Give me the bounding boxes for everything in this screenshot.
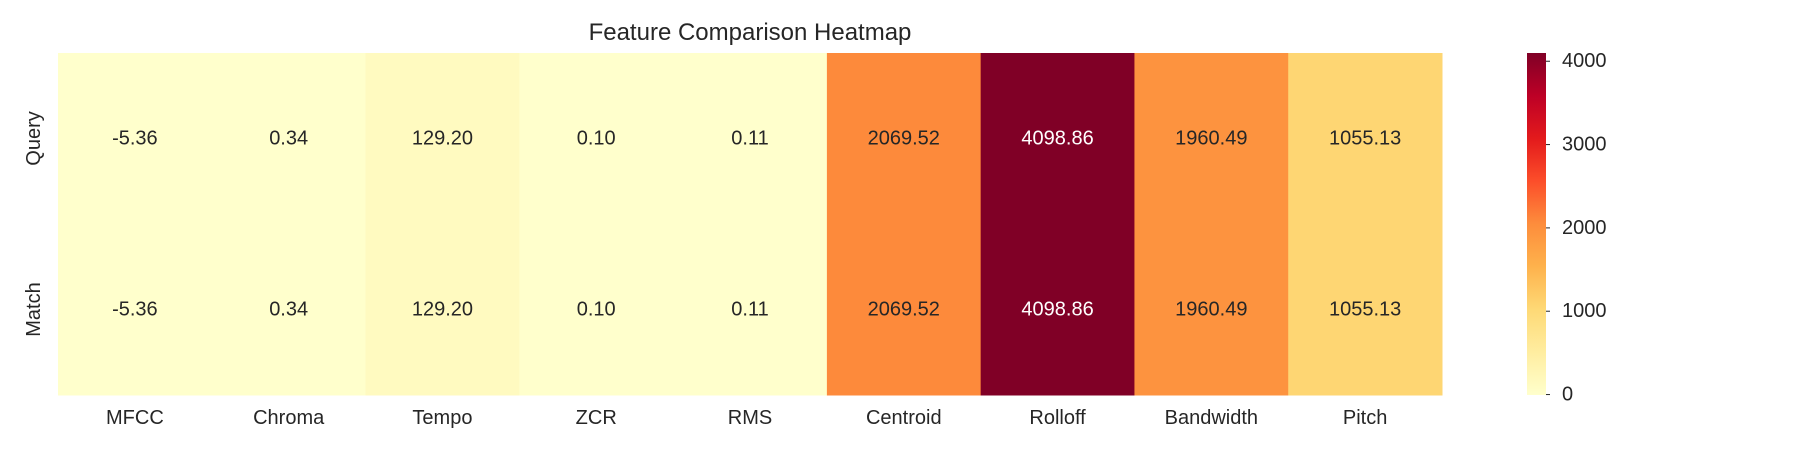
cell-value-label: 2069.52 — [868, 299, 940, 321]
cell-value-label: 1960.49 — [1175, 128, 1247, 150]
column-labels: MFCC Chroma Tempo ZCR RMS Centroid Rolloff Band… — [106, 407, 1387, 429]
heatmap-cell — [1134, 224, 1289, 396]
column-label: Pitch — [1343, 407, 1387, 429]
cell-value-label: 1055.13 — [1329, 299, 1401, 321]
heatmap-cell — [980, 53, 1135, 225]
heatmap-cell — [673, 53, 828, 225]
colorbar — [1527, 53, 1546, 395]
cell-value-label: 4098.86 — [1021, 128, 1093, 150]
heatmap-cell — [365, 224, 520, 396]
row-label: Match — [23, 282, 45, 336]
heatmap-cells: -5.36 0.34 129.20 0.10 0.11 2069.52 4098.86 196… — [58, 53, 1443, 396]
heatmap-cell — [826, 53, 982, 225]
row-label: Query — [23, 111, 45, 165]
cell-value-label: 129.20 — [412, 299, 473, 321]
colorbar-ticks: 0 1000 2000 3000 4000 — [1546, 50, 1607, 406]
cell-value-label: 0.34 — [269, 299, 308, 321]
heatmap-cell — [58, 224, 213, 396]
heatmap-cell — [1288, 53, 1443, 225]
heatmap-cell — [58, 53, 213, 225]
cell-value-label: 4098.86 — [1021, 299, 1093, 321]
column-label: ZCR — [576, 407, 617, 429]
column-label: Rolloff — [1029, 407, 1086, 429]
colorbar-tick-label: 4000 — [1562, 50, 1607, 72]
heatmap-cell — [826, 224, 982, 396]
column-label: RMS — [728, 407, 772, 429]
colorbar-tick-label: 2000 — [1562, 217, 1607, 239]
heatmap-cell — [365, 53, 520, 225]
heatmap-cell — [673, 224, 828, 396]
heatmap-cell — [519, 53, 674, 225]
cell-value-label: 0.11 — [731, 128, 768, 150]
cell-value-label: 0.10 — [577, 128, 616, 150]
column-label: Bandwidth — [1165, 407, 1258, 429]
colorbar-tick-label: 0 — [1562, 384, 1573, 406]
cell-value-label: 129.20 — [412, 128, 473, 150]
cell-value-label: -5.36 — [112, 128, 158, 150]
heatmap-cell — [1288, 224, 1443, 396]
column-label: Centroid — [866, 407, 942, 429]
heatmap-cell — [211, 224, 367, 396]
cell-value-label: 0.10 — [577, 299, 616, 321]
cell-value-label: 0.34 — [269, 128, 308, 150]
heatmap-cell — [211, 53, 367, 225]
cell-value-label: 1960.49 — [1175, 299, 1247, 321]
column-label: Tempo — [412, 407, 472, 429]
cell-value-label: 1055.13 — [1329, 128, 1401, 150]
cell-value-label: 0.11 — [731, 299, 768, 321]
cell-value-label: -5.36 — [112, 299, 158, 321]
cell-value-label: 2069.52 — [868, 128, 940, 150]
column-label: Chroma — [253, 407, 325, 429]
chart-title: Feature Comparison Heatmap — [589, 19, 912, 46]
heatmap-cell — [1134, 53, 1289, 225]
column-label: MFCC — [106, 407, 164, 429]
heatmap-cell — [980, 224, 1135, 396]
colorbar-tick-label: 1000 — [1562, 300, 1607, 322]
colorbar-tick-label: 3000 — [1562, 134, 1607, 156]
row-labels: Query Match — [23, 111, 45, 336]
heatmap-cell — [519, 224, 674, 396]
